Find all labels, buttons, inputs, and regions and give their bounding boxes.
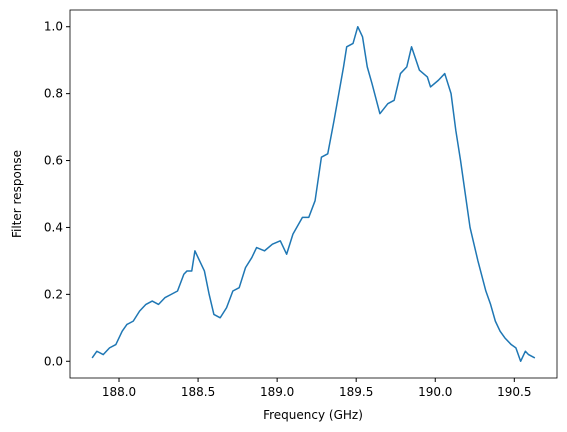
x-tick-label: 189.5 <box>339 385 373 399</box>
x-tick-label: 188.5 <box>181 385 215 399</box>
data-line <box>91 25 536 363</box>
y-axis-label: Filter response <box>10 150 24 238</box>
y-tick-label: 0.4 <box>44 220 63 234</box>
y-tick-label: 0.0 <box>44 354 63 368</box>
y-tick-label: 0.6 <box>44 154 63 168</box>
y-tick-label: 0.8 <box>44 87 63 101</box>
y-tick-label: 0.2 <box>44 287 63 301</box>
x-tick-label: 189.0 <box>260 385 294 399</box>
plot-frame <box>69 9 558 379</box>
x-axis-label: Frequency (GHz) <box>263 408 363 422</box>
x-tick-label: 190.0 <box>418 385 452 399</box>
y-tick-label: 1.0 <box>44 20 63 34</box>
x-tick-label: 188.0 <box>102 385 136 399</box>
x-tick-label: 190.5 <box>497 385 531 399</box>
